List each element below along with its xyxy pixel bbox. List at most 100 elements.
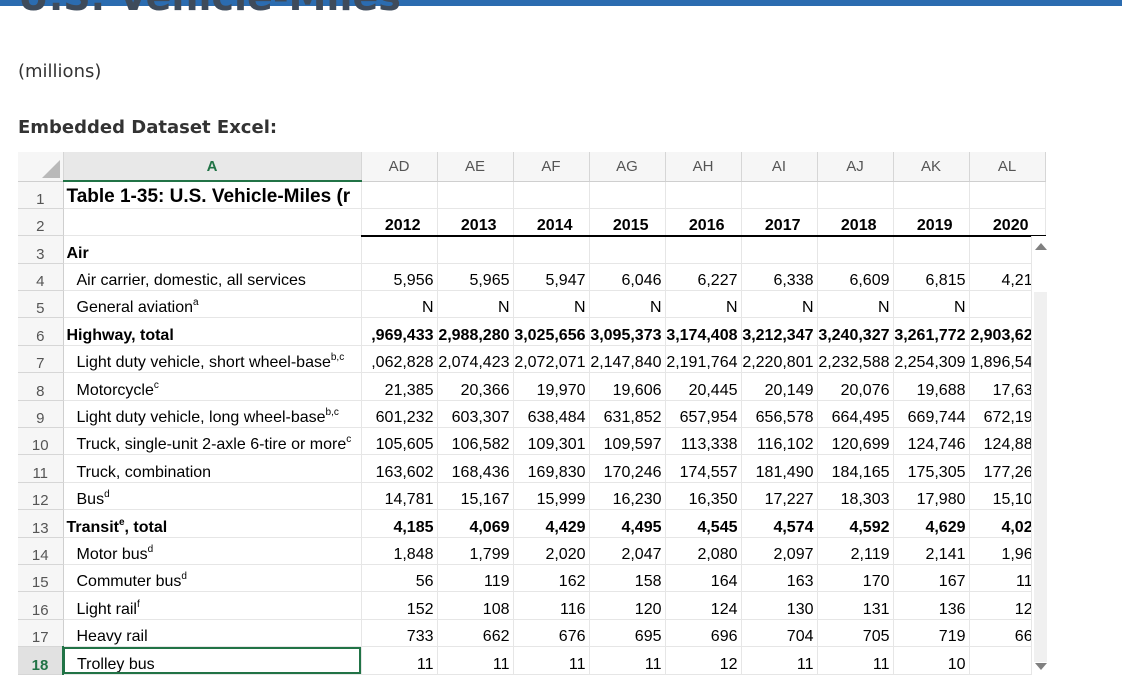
value-cell[interactable] xyxy=(893,235,970,264)
value-cell[interactable]: N xyxy=(513,290,590,319)
value-cell[interactable]: 56 xyxy=(361,564,438,593)
value-cell[interactable]: ,062,828 xyxy=(361,345,438,374)
value-cell[interactable] xyxy=(437,235,514,264)
row-header-9[interactable]: 9 xyxy=(18,400,64,429)
value-cell[interactable]: N xyxy=(665,290,742,319)
value-cell[interactable]: 669,744 xyxy=(893,400,970,429)
spreadsheet-grid[interactable]: A AD AE AF AG AH AI AJ AK AL 1 Table 1-35: U.S. Ve… xyxy=(18,152,1046,675)
row-header-8[interactable]: 8 xyxy=(18,372,64,401)
value-cell[interactable]: 6,338 xyxy=(741,263,818,292)
value-cell[interactable]: 705 xyxy=(817,619,894,648)
value-cell[interactable]: 10 xyxy=(893,646,970,675)
value-cell[interactable]: 695 xyxy=(589,619,666,648)
value-cell[interactable]: 116,102 xyxy=(741,427,818,456)
value-cell[interactable]: 162 xyxy=(513,564,590,593)
empty-cell[interactable] xyxy=(969,181,1046,209)
row-label-cell[interactable]: Trolley bus xyxy=(63,646,362,675)
value-cell[interactable]: 11 xyxy=(361,646,438,675)
value-cell[interactable]: 109,597 xyxy=(589,427,666,456)
value-cell[interactable]: 136 xyxy=(893,591,970,620)
value-cell[interactable]: 3,025,656 xyxy=(513,317,590,346)
value-cell[interactable]: 11 xyxy=(817,646,894,675)
row-header-6[interactable]: 6 xyxy=(18,317,64,346)
value-cell[interactable]: 676 xyxy=(513,619,590,648)
value-cell[interactable]: 3,212,347 xyxy=(741,317,818,346)
value-cell[interactable]: 2,191,764 xyxy=(665,345,742,374)
value-cell[interactable]: N xyxy=(741,290,818,319)
year-cell[interactable]: 2012 xyxy=(361,208,438,237)
value-cell[interactable]: 4,545 xyxy=(665,509,742,538)
value-cell[interactable]: 158 xyxy=(589,564,666,593)
value-cell[interactable]: N xyxy=(437,290,514,319)
value-cell[interactable]: 11 xyxy=(513,646,590,675)
value-cell[interactable]: 15,999 xyxy=(513,482,590,511)
value-cell[interactable]: 181,490 xyxy=(741,454,818,483)
value-cell[interactable]: 11 xyxy=(741,646,818,675)
value-cell[interactable]: N xyxy=(589,290,666,319)
value-cell[interactable]: 20,076 xyxy=(817,372,894,401)
value-cell[interactable]: 17,980 xyxy=(893,482,970,511)
row-label-cell[interactable]: Truck, single-unit 2-axle 6-tire or more… xyxy=(63,427,362,456)
value-cell[interactable]: 656,578 xyxy=(741,400,818,429)
empty-cell[interactable] xyxy=(893,181,970,209)
value-cell[interactable]: 1,799 xyxy=(437,537,514,565)
value-cell[interactable]: 19,688 xyxy=(893,372,970,401)
value-cell[interactable]: 163 xyxy=(741,564,818,593)
value-cell[interactable]: 1,848 xyxy=(361,537,438,565)
row-label-cell[interactable]: Transite, total xyxy=(63,509,362,538)
row-header-4[interactable]: 4 xyxy=(18,263,64,292)
value-cell[interactable]: 662 xyxy=(437,619,514,648)
value-cell[interactable]: 170 xyxy=(817,564,894,593)
value-cell[interactable]: 2,232,588 xyxy=(817,345,894,374)
value-cell[interactable]: 4,429 xyxy=(513,509,590,538)
column-header-ag[interactable]: AG xyxy=(589,152,666,182)
row-label-cell[interactable]: Busd xyxy=(63,482,362,511)
row-header-11[interactable]: 11 xyxy=(18,454,64,483)
empty-cell[interactable] xyxy=(741,181,818,209)
value-cell[interactable]: 120,699 xyxy=(817,427,894,456)
row-header-14[interactable]: 14 xyxy=(18,537,64,565)
value-cell[interactable]: 17,227 xyxy=(741,482,818,511)
row-header-13[interactable]: 13 xyxy=(18,509,64,538)
value-cell[interactable]: 15,167 xyxy=(437,482,514,511)
year-cell[interactable]: 2017 xyxy=(741,208,818,237)
value-cell[interactable]: 601,232 xyxy=(361,400,438,429)
value-cell[interactable]: 6,609 xyxy=(817,263,894,292)
value-cell[interactable]: 3,095,373 xyxy=(589,317,666,346)
scrollbar-thumb[interactable] xyxy=(1034,292,1047,662)
embedded-spreadsheet[interactable]: A AD AE AF AG AH AI AJ AK AL 1 Table 1-35: U.S. Ve… xyxy=(18,152,1049,675)
row-label-cell[interactable]: Air carrier, domestic, all services xyxy=(63,263,362,292)
value-cell[interactable]: 2,141 xyxy=(893,537,970,565)
value-cell[interactable]: 6,227 xyxy=(665,263,742,292)
value-cell[interactable]: 4,495 xyxy=(589,509,666,538)
value-cell[interactable]: 733 xyxy=(361,619,438,648)
value-cell[interactable]: 164 xyxy=(665,564,742,593)
value-cell[interactable]: 20,149 xyxy=(741,372,818,401)
value-cell[interactable]: 719 xyxy=(893,619,970,648)
column-header-ae[interactable]: AE xyxy=(437,152,514,182)
year-cell[interactable]: 2018 xyxy=(817,208,894,237)
value-cell[interactable]: 696 xyxy=(665,619,742,648)
row-label-cell[interactable]: Truck, combination xyxy=(63,454,362,483)
value-cell[interactable]: 2,119 xyxy=(817,537,894,565)
value-cell[interactable]: 5,965 xyxy=(437,263,514,292)
empty-cell[interactable] xyxy=(513,181,590,209)
value-cell[interactable]: 5,956 xyxy=(361,263,438,292)
scroll-up-arrow-icon[interactable] xyxy=(1035,243,1047,250)
value-cell[interactable]: 4,629 xyxy=(893,509,970,538)
value-cell[interactable]: 106,582 xyxy=(437,427,514,456)
row-header-15[interactable]: 15 xyxy=(18,564,64,593)
column-header-af[interactable]: AF xyxy=(513,152,590,182)
row-header-12[interactable]: 12 xyxy=(18,482,64,511)
column-header-ak[interactable]: AK xyxy=(893,152,970,182)
value-cell[interactable]: 105,605 xyxy=(361,427,438,456)
row-label-cell[interactable]: Heavy rail xyxy=(63,619,362,648)
value-cell[interactable] xyxy=(361,235,438,264)
value-cell[interactable]: 4,185 xyxy=(361,509,438,538)
value-cell[interactable]: 3,240,327 xyxy=(817,317,894,346)
value-cell[interactable]: 3,261,772 xyxy=(893,317,970,346)
year-cell[interactable]: 2020 xyxy=(969,208,1046,237)
value-cell[interactable]: ,969,433 xyxy=(361,317,438,346)
value-cell[interactable] xyxy=(665,235,742,264)
year-cell[interactable]: 2016 xyxy=(665,208,742,237)
